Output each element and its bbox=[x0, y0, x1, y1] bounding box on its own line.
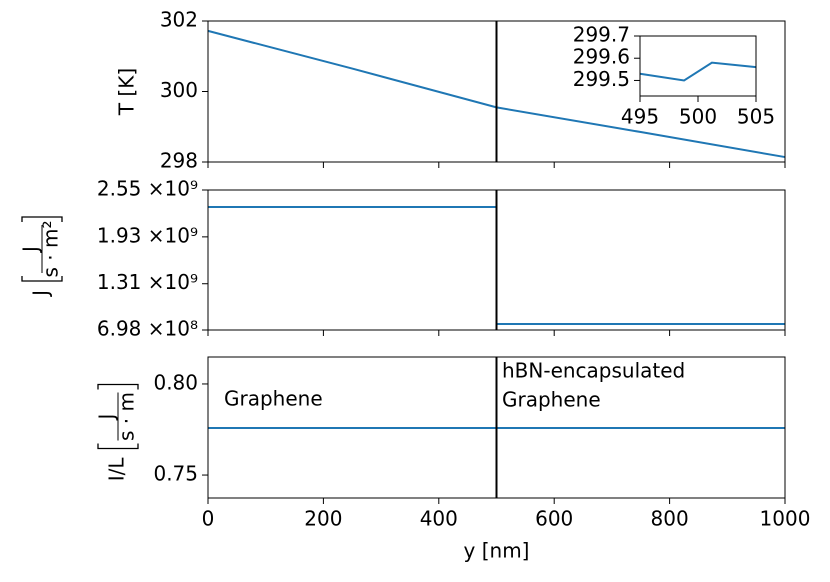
x-axis-label: y [nm] bbox=[464, 539, 530, 563]
y-tick-label: 0.80 bbox=[153, 370, 198, 394]
annotation: Graphene bbox=[224, 387, 323, 411]
y-tick-label: 2.55 ×10⁹ bbox=[97, 177, 198, 201]
y-tick-label: 299.6 bbox=[573, 45, 630, 69]
x-tick-label: 600 bbox=[535, 507, 573, 531]
axes-frame bbox=[207, 20, 786, 163]
y-tick-label: 298 bbox=[160, 149, 198, 173]
y-label-unit-den: s · m² bbox=[39, 221, 63, 278]
y-tick-label: 299.5 bbox=[573, 67, 630, 91]
x-tick-label: 400 bbox=[420, 507, 458, 531]
x-tick-label: 0 bbox=[202, 507, 215, 531]
x-tick-label: 505 bbox=[737, 105, 775, 129]
x-tick-label: 800 bbox=[651, 507, 689, 531]
y-tick-label: 302 bbox=[160, 8, 198, 32]
x-tick-label: 1000 bbox=[760, 507, 811, 531]
x-tick-label: 200 bbox=[304, 507, 342, 531]
y-label-unit-num: J bbox=[95, 414, 119, 422]
y-axis-label: J Js · m² bbox=[19, 216, 63, 298]
y-tick-label: 1.93 ×10⁹ bbox=[97, 223, 198, 247]
axes-frame bbox=[207, 189, 786, 331]
y-label-symbol: J bbox=[29, 290, 53, 298]
axes-frame bbox=[639, 35, 757, 97]
y-tick-label: 6.98 ×10⁸ bbox=[97, 317, 198, 341]
y-label-symbol: I/L bbox=[105, 457, 129, 482]
axes-frame bbox=[207, 356, 786, 499]
y-tick-label: 0.75 bbox=[153, 462, 198, 486]
x-tick-label: 495 bbox=[621, 105, 659, 129]
bracket bbox=[97, 383, 139, 450]
y-label-unit-num: J bbox=[19, 246, 43, 254]
y-axis-label: I/L Js · m bbox=[95, 383, 139, 482]
annotation: hBN-encapsulated bbox=[502, 359, 685, 383]
bracket bbox=[21, 216, 63, 282]
y-label-unit-den: s · m bbox=[115, 392, 139, 441]
y-tick-label: 1.31 ×10⁹ bbox=[97, 270, 198, 294]
data-line bbox=[639, 61, 757, 82]
y-label-text: T [K] bbox=[115, 68, 139, 116]
x-tick-label: 500 bbox=[679, 105, 717, 129]
y-axis-label: T [K] bbox=[115, 68, 139, 116]
y-tick-label: 299.7 bbox=[573, 23, 630, 47]
y-tick-label: 300 bbox=[160, 78, 198, 102]
annotation: Graphene bbox=[502, 388, 601, 412]
